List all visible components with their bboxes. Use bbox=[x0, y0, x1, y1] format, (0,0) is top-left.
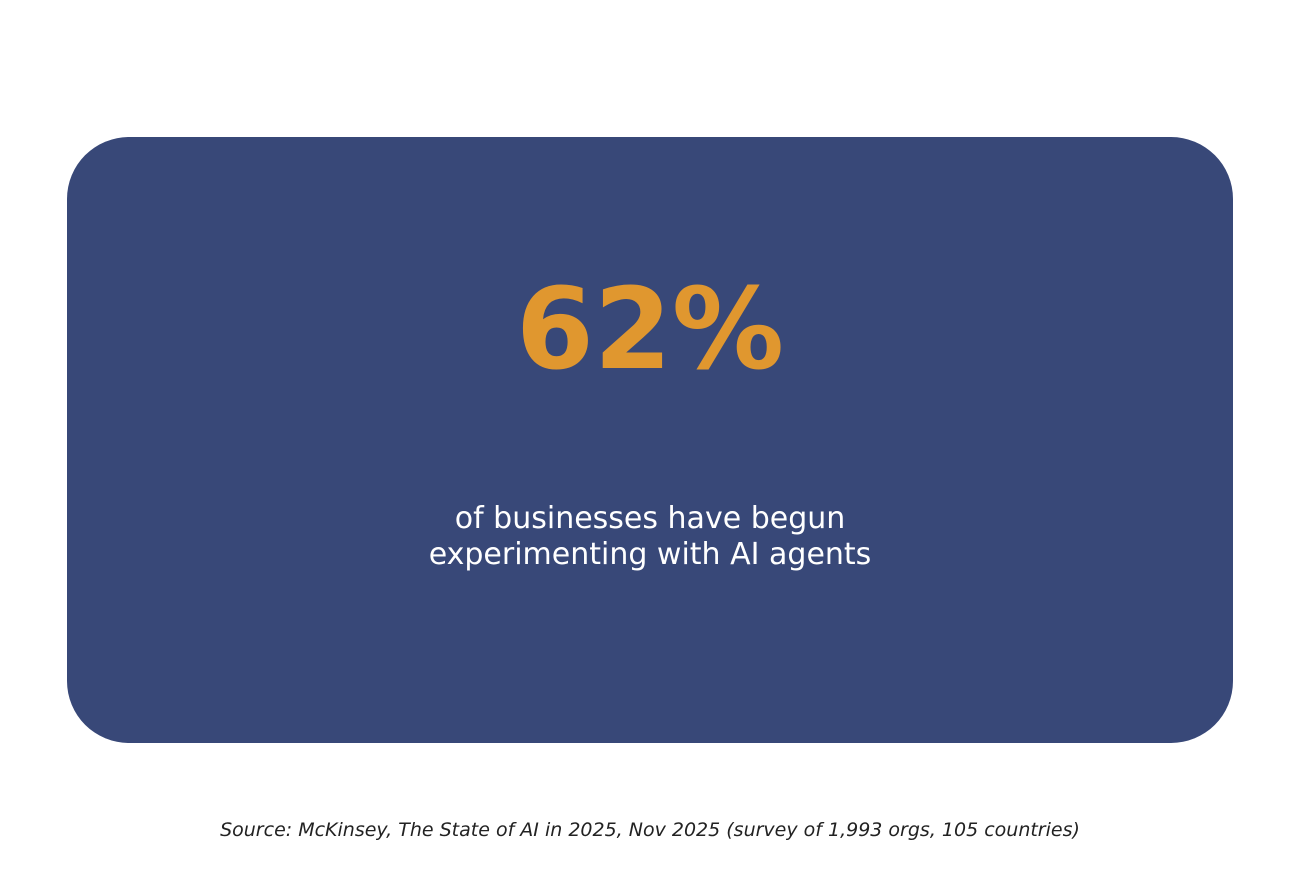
source-note: Source: McKinsey, The State of AI in 202… bbox=[220, 819, 1080, 841]
stat-value: 62% bbox=[515, 265, 785, 395]
stat-description: of businesses have begun bbox=[454, 501, 846, 536]
stat-description: experimenting with AI agents bbox=[428, 537, 872, 572]
stat-card bbox=[67, 137, 1233, 743]
